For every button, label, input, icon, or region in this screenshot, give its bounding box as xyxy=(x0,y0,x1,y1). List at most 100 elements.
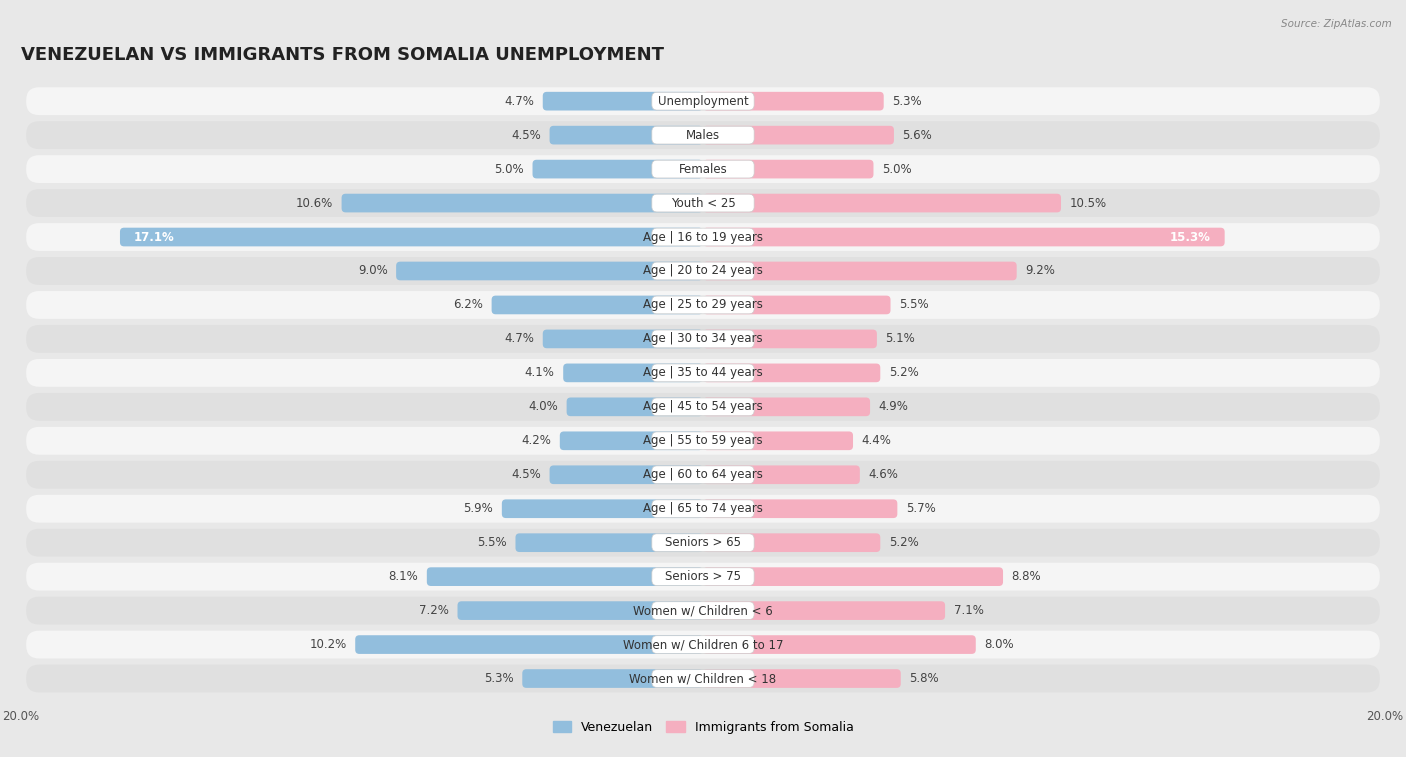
Text: 4.9%: 4.9% xyxy=(879,400,908,413)
Text: 5.2%: 5.2% xyxy=(889,366,918,379)
FancyBboxPatch shape xyxy=(652,296,754,314)
FancyBboxPatch shape xyxy=(492,295,703,314)
Text: 5.7%: 5.7% xyxy=(905,502,935,516)
FancyBboxPatch shape xyxy=(396,262,703,280)
FancyBboxPatch shape xyxy=(533,160,703,179)
Text: 5.5%: 5.5% xyxy=(477,536,508,549)
FancyBboxPatch shape xyxy=(27,665,1379,693)
FancyBboxPatch shape xyxy=(356,635,703,654)
FancyBboxPatch shape xyxy=(703,397,870,416)
FancyBboxPatch shape xyxy=(703,635,976,654)
FancyBboxPatch shape xyxy=(652,262,754,280)
Text: Women w/ Children < 18: Women w/ Children < 18 xyxy=(630,672,776,685)
FancyBboxPatch shape xyxy=(27,257,1379,285)
Text: 17.1%: 17.1% xyxy=(134,231,174,244)
Text: 6.2%: 6.2% xyxy=(453,298,484,311)
Text: 5.6%: 5.6% xyxy=(903,129,932,142)
FancyBboxPatch shape xyxy=(564,363,703,382)
Text: 5.3%: 5.3% xyxy=(484,672,513,685)
FancyBboxPatch shape xyxy=(27,155,1379,183)
FancyBboxPatch shape xyxy=(550,466,703,484)
Text: Males: Males xyxy=(686,129,720,142)
Text: 4.6%: 4.6% xyxy=(869,469,898,481)
Text: 5.3%: 5.3% xyxy=(893,95,922,107)
FancyBboxPatch shape xyxy=(652,160,754,178)
FancyBboxPatch shape xyxy=(457,601,703,620)
Text: 5.8%: 5.8% xyxy=(910,672,939,685)
Text: Age | 60 to 64 years: Age | 60 to 64 years xyxy=(643,469,763,481)
Text: Age | 25 to 29 years: Age | 25 to 29 years xyxy=(643,298,763,311)
FancyBboxPatch shape xyxy=(27,325,1379,353)
Text: 4.5%: 4.5% xyxy=(512,129,541,142)
FancyBboxPatch shape xyxy=(703,669,901,688)
FancyBboxPatch shape xyxy=(703,500,897,518)
FancyBboxPatch shape xyxy=(652,670,754,687)
Text: 8.8%: 8.8% xyxy=(1011,570,1042,583)
FancyBboxPatch shape xyxy=(652,568,754,585)
Text: 4.1%: 4.1% xyxy=(524,366,555,379)
FancyBboxPatch shape xyxy=(703,466,860,484)
Text: Youth < 25: Youth < 25 xyxy=(671,197,735,210)
Text: 5.0%: 5.0% xyxy=(882,163,911,176)
Text: 4.7%: 4.7% xyxy=(505,332,534,345)
Text: 4.5%: 4.5% xyxy=(512,469,541,481)
FancyBboxPatch shape xyxy=(703,329,877,348)
FancyBboxPatch shape xyxy=(652,398,754,416)
FancyBboxPatch shape xyxy=(27,631,1379,659)
Text: 4.0%: 4.0% xyxy=(529,400,558,413)
FancyBboxPatch shape xyxy=(652,636,754,653)
FancyBboxPatch shape xyxy=(652,364,754,382)
FancyBboxPatch shape xyxy=(27,597,1379,625)
FancyBboxPatch shape xyxy=(652,500,754,518)
Text: 10.2%: 10.2% xyxy=(309,638,347,651)
Text: 9.2%: 9.2% xyxy=(1025,264,1054,278)
Text: Age | 20 to 24 years: Age | 20 to 24 years xyxy=(643,264,763,278)
Text: 5.0%: 5.0% xyxy=(495,163,524,176)
FancyBboxPatch shape xyxy=(652,228,754,246)
FancyBboxPatch shape xyxy=(27,562,1379,590)
FancyBboxPatch shape xyxy=(703,295,890,314)
Text: 7.2%: 7.2% xyxy=(419,604,449,617)
Text: Females: Females xyxy=(679,163,727,176)
FancyBboxPatch shape xyxy=(703,160,873,179)
FancyBboxPatch shape xyxy=(27,121,1379,149)
Text: 15.3%: 15.3% xyxy=(1170,231,1211,244)
FancyBboxPatch shape xyxy=(652,92,754,110)
Text: Age | 55 to 59 years: Age | 55 to 59 years xyxy=(643,435,763,447)
FancyBboxPatch shape xyxy=(703,534,880,552)
FancyBboxPatch shape xyxy=(703,92,884,111)
FancyBboxPatch shape xyxy=(342,194,703,213)
FancyBboxPatch shape xyxy=(550,126,703,145)
FancyBboxPatch shape xyxy=(652,466,754,484)
Text: Unemployment: Unemployment xyxy=(658,95,748,107)
Text: 4.2%: 4.2% xyxy=(522,435,551,447)
FancyBboxPatch shape xyxy=(652,330,754,347)
FancyBboxPatch shape xyxy=(703,601,945,620)
FancyBboxPatch shape xyxy=(703,126,894,145)
Text: Women w/ Children < 6: Women w/ Children < 6 xyxy=(633,604,773,617)
Text: Seniors > 75: Seniors > 75 xyxy=(665,570,741,583)
Legend: Venezuelan, Immigrants from Somalia: Venezuelan, Immigrants from Somalia xyxy=(547,715,859,739)
FancyBboxPatch shape xyxy=(543,92,703,111)
FancyBboxPatch shape xyxy=(502,500,703,518)
FancyBboxPatch shape xyxy=(560,431,703,450)
FancyBboxPatch shape xyxy=(27,291,1379,319)
FancyBboxPatch shape xyxy=(27,223,1379,251)
FancyBboxPatch shape xyxy=(703,228,1225,246)
Text: Seniors > 65: Seniors > 65 xyxy=(665,536,741,549)
FancyBboxPatch shape xyxy=(27,87,1379,115)
FancyBboxPatch shape xyxy=(652,534,754,552)
FancyBboxPatch shape xyxy=(27,359,1379,387)
FancyBboxPatch shape xyxy=(652,602,754,619)
Text: Age | 45 to 54 years: Age | 45 to 54 years xyxy=(643,400,763,413)
Text: 8.0%: 8.0% xyxy=(984,638,1014,651)
FancyBboxPatch shape xyxy=(703,262,1017,280)
FancyBboxPatch shape xyxy=(522,669,703,688)
FancyBboxPatch shape xyxy=(427,567,703,586)
FancyBboxPatch shape xyxy=(27,189,1379,217)
Text: Age | 16 to 19 years: Age | 16 to 19 years xyxy=(643,231,763,244)
Text: Age | 30 to 34 years: Age | 30 to 34 years xyxy=(643,332,763,345)
Text: 8.1%: 8.1% xyxy=(388,570,419,583)
Text: 9.0%: 9.0% xyxy=(359,264,388,278)
FancyBboxPatch shape xyxy=(567,397,703,416)
